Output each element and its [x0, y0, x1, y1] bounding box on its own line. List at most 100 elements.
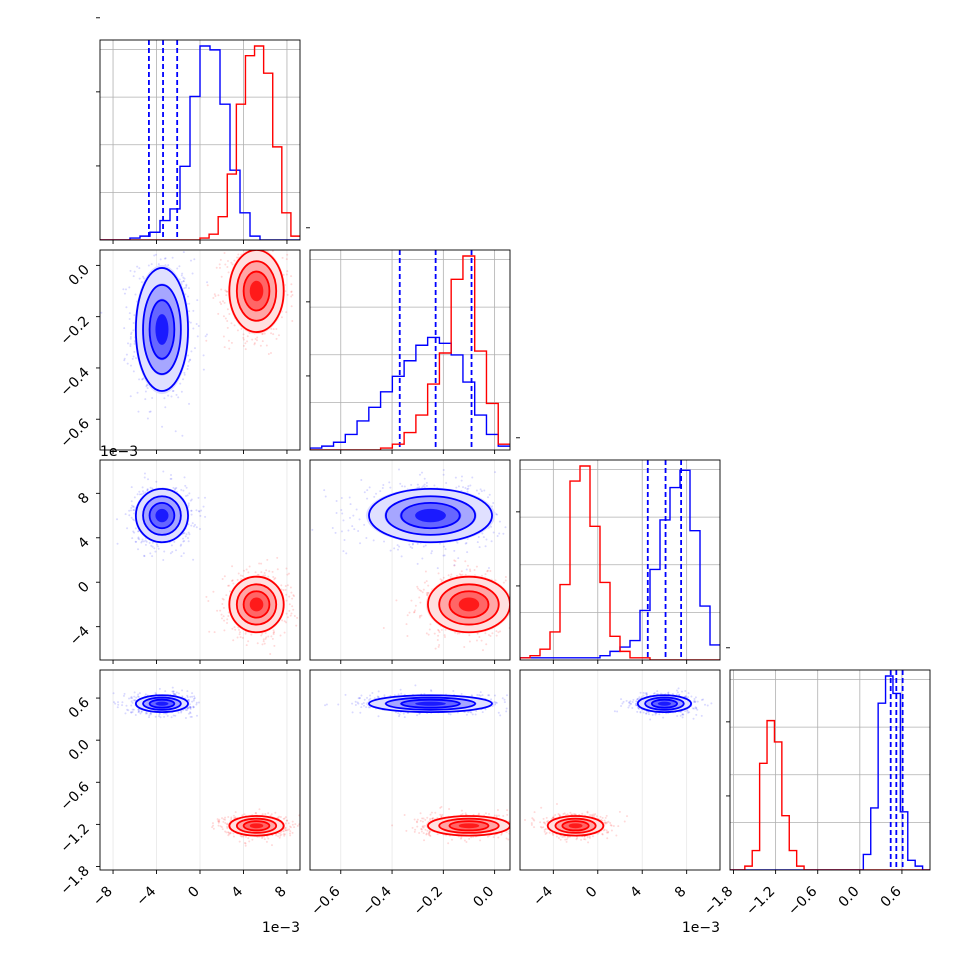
scatter-point — [188, 310, 190, 312]
scatter-point — [516, 622, 518, 624]
scatter-point — [203, 354, 205, 356]
scatter-point — [291, 305, 293, 307]
scatter-point — [417, 588, 419, 590]
scatter-point — [246, 340, 248, 342]
scatter-point — [186, 533, 188, 535]
scatter-point — [238, 629, 240, 631]
scatter-point — [232, 579, 234, 581]
scatter-point — [349, 497, 351, 499]
scatter-point — [438, 644, 440, 646]
scatter-point — [227, 308, 229, 310]
scatter-point — [228, 348, 230, 350]
scatter-point — [133, 275, 135, 277]
scatter-point — [141, 493, 143, 495]
scatter-point — [272, 333, 274, 335]
scatter-point — [145, 713, 147, 715]
scatter-point — [224, 263, 226, 265]
scatter-point — [133, 314, 135, 316]
scatter-point — [126, 527, 128, 529]
scatter-point — [155, 692, 157, 694]
scatter-point — [167, 264, 169, 266]
scatter-point — [136, 266, 138, 268]
scatter-point — [196, 526, 198, 528]
scatter-point — [291, 294, 293, 296]
scatter-point — [467, 565, 469, 567]
scatter-point — [261, 643, 263, 645]
scatter-point — [357, 530, 359, 532]
scatter-point — [181, 275, 183, 277]
scatter-point — [457, 633, 459, 635]
scatter-point — [220, 303, 222, 305]
scatter-point — [228, 340, 230, 342]
scatter-point — [272, 576, 274, 578]
scatter-point — [513, 628, 515, 630]
y-tick-label: 8 — [75, 490, 93, 508]
scatter-point — [182, 490, 184, 492]
scatter-point — [444, 636, 446, 638]
scatter-point — [228, 271, 230, 273]
scatter-point — [132, 518, 134, 520]
scatter-point — [280, 635, 282, 637]
scatter-point — [233, 260, 235, 262]
scatter-point — [127, 363, 129, 365]
scatter-point — [350, 503, 352, 505]
scatter-point — [160, 258, 162, 260]
scatter-point — [221, 603, 223, 605]
scatter-point — [135, 714, 137, 716]
scatter-point — [260, 345, 262, 347]
scatter-point — [242, 337, 244, 339]
scatter-point — [237, 254, 239, 256]
scatter-point — [147, 489, 149, 491]
scatter-point — [383, 627, 385, 629]
scatter-point — [481, 640, 483, 642]
scatter-point — [145, 544, 147, 546]
scatter-point — [170, 474, 172, 476]
scatter-point — [426, 482, 428, 484]
scatter-point — [281, 619, 283, 621]
scatter-point — [511, 588, 513, 590]
scatter-point — [207, 284, 209, 286]
scatter-point — [194, 524, 196, 526]
scatter-point — [393, 547, 395, 549]
scatter-point — [281, 316, 283, 318]
scatter-point — [291, 290, 293, 292]
scatter-point — [155, 254, 157, 256]
scatter-point — [138, 477, 140, 479]
scatter-point — [468, 634, 470, 636]
scatter-point — [483, 536, 485, 538]
scatter-point — [476, 489, 478, 491]
scatter-point — [242, 575, 244, 577]
scatter-point — [421, 557, 423, 559]
scatter-point — [167, 395, 169, 397]
scatter-point — [445, 482, 447, 484]
scatter-point — [137, 548, 139, 550]
scatter-point — [181, 273, 183, 275]
scatter-point — [125, 705, 127, 707]
scatter-point — [184, 476, 186, 478]
scatter-point — [156, 544, 158, 546]
scatter-point — [332, 527, 334, 529]
scatter-point — [224, 575, 226, 577]
scatter-point — [249, 565, 251, 567]
scatter-point — [184, 374, 186, 376]
scatter-point — [291, 605, 293, 607]
scatter-point — [153, 547, 155, 549]
scatter-point — [243, 345, 245, 347]
scatter-point — [270, 232, 272, 234]
scatter-point — [245, 348, 247, 350]
scatter-point — [499, 521, 501, 523]
panel-0-0 — [96, 18, 300, 244]
scatter-point — [264, 643, 266, 645]
scatter-point — [212, 591, 214, 593]
scatter-point — [174, 243, 176, 245]
scatter-point — [268, 570, 270, 572]
scatter-point — [129, 345, 131, 347]
scatter-point — [222, 578, 224, 580]
scatter-point — [247, 335, 249, 337]
scatter-point — [285, 594, 287, 596]
scatter-point — [267, 635, 269, 637]
scatter-point — [188, 502, 190, 504]
scatter-point — [359, 542, 361, 544]
scatter-point — [205, 596, 207, 598]
